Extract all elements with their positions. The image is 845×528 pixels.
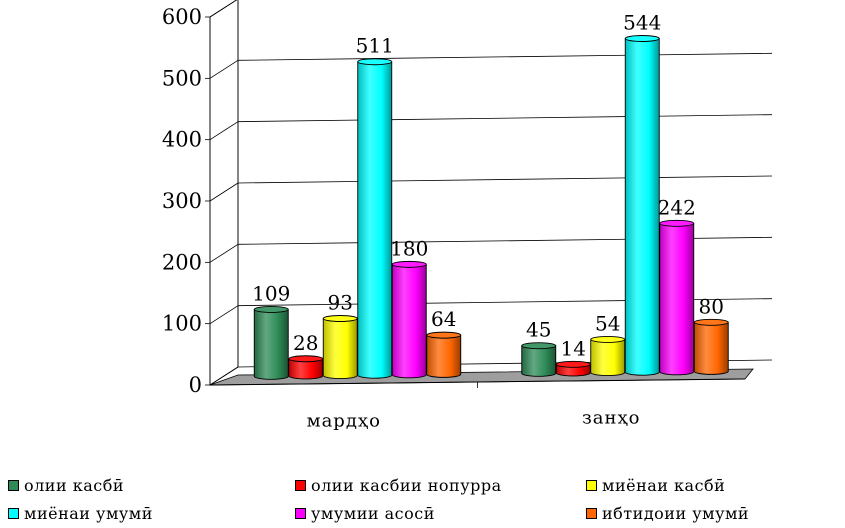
bar-top [555,360,591,368]
legend-label: олии касбӣ [24,476,125,495]
bars [253,35,729,380]
y-tick-label: 400 [162,128,202,152]
data-label: 544 [623,10,661,34]
legend-swatch [8,480,19,491]
gridline-wall-200 [209,243,239,263]
bar-top [322,315,358,322]
bar-top [426,331,462,339]
bar-top [693,318,729,326]
legend: олии касбӣ олии касбии нопурра миёнаи касб… [8,476,838,528]
gridline-300 [237,175,773,184]
bar-top [288,355,324,363]
bar-мардҳо-0 [253,309,289,380]
data-label: 45 [526,318,551,342]
bar-top [590,335,626,343]
legend-swatch [295,480,306,491]
y-tick-label: 200 [162,250,202,274]
legend-swatch [586,480,597,491]
legend-item: умумии асосӣ [295,504,435,523]
data-label: 28 [293,331,318,355]
bar-занҳо-5 [693,321,729,375]
legend-item: олии касбии нопурра [295,476,502,495]
bar-мардҳо-1 [288,358,324,380]
data-label: 511 [356,34,394,58]
legend-label: ибтидоии умумӣ [602,504,750,523]
data-label: 80 [699,294,724,318]
gridline-400 [237,114,773,123]
left-wall [209,0,239,386]
bar-top [357,58,393,66]
y-tick-label: 0 [189,373,202,397]
bar-мардҳо-4 [391,263,427,379]
legend-item: олии касбӣ [8,476,124,495]
legend-label: олии касбии нопурра [311,476,502,495]
gridline-wall-300 [209,182,239,202]
gridline-wall-500 [209,59,239,79]
bar-занҳо-0 [521,345,557,377]
bar-занҳо-4 [659,222,695,376]
bar-top [659,219,695,227]
data-label: 180 [390,236,428,260]
chart: 0 100 200 300 400 500 600 109 28 93 511 180 64 45 14 5… [162,0,773,432]
bar-мардҳо-5 [426,334,462,378]
legend-swatch [8,508,19,519]
gridline-wall-400 [209,121,239,141]
gridline-wall-600 [209,0,238,18]
bar-top [253,306,289,313]
gridline-wall-0 [209,366,239,386]
bar-top [624,35,660,42]
data-labels: 109 28 93 511 180 64 45 14 54 544 242 80 [252,10,724,360]
x-tick-label: мардҳо [307,411,381,432]
bar-top [391,260,427,268]
legend-item: миёнаи умумӣ [8,504,153,523]
data-label: 109 [252,281,290,305]
gridline-500 [237,52,773,61]
legend-label: миёнаи умумӣ [24,504,153,523]
data-label: 54 [595,311,620,335]
y-axis: 0 100 200 300 400 500 600 [162,5,211,397]
legend-label: умумии асосӣ [311,504,435,523]
legend-swatch [295,508,306,519]
bar-top [521,342,557,350]
legend-item: ибтидоии умумӣ [586,504,749,523]
x-axis: мардҳо занҳо [307,382,641,432]
bar-мардҳо-3 [357,61,393,379]
data-label: 242 [658,195,696,219]
gridline-wall-100 [209,305,239,325]
x-tick-label: занҳо [582,408,641,429]
data-label: 14 [561,336,586,360]
chart-walls [209,0,239,386]
bar-мардҳо-2 [322,318,358,379]
y-tick-label: 100 [162,312,202,336]
data-label: 64 [431,307,456,331]
data-label: 93 [328,290,353,314]
bar-занҳо-3 [624,38,660,376]
y-tick-label: 500 [162,66,202,90]
bar-занҳо-2 [590,338,626,376]
y-tick-label: 600 [162,5,202,29]
legend-item: миёнаи касбӣ [586,476,725,495]
legend-label: миёнаи касбӣ [602,476,726,495]
legend-swatch [586,508,597,519]
y-tick-label: 300 [162,189,202,213]
